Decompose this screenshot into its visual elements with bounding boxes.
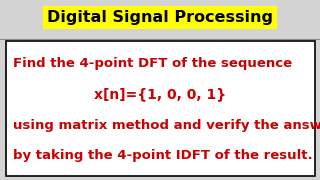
Text: Find the 4-point DFT of the sequence: Find the 4-point DFT of the sequence: [13, 57, 292, 70]
Text: by taking the 4-point IDFT of the result.: by taking the 4-point IDFT of the result…: [13, 149, 312, 162]
Text: x[n]={1, 0, 0, 1}: x[n]={1, 0, 0, 1}: [94, 88, 226, 102]
Text: using matrix method and verify the answer: using matrix method and verify the answe…: [13, 120, 320, 132]
FancyBboxPatch shape: [6, 41, 315, 176]
Text: Digital Signal Processing: Digital Signal Processing: [47, 10, 273, 25]
